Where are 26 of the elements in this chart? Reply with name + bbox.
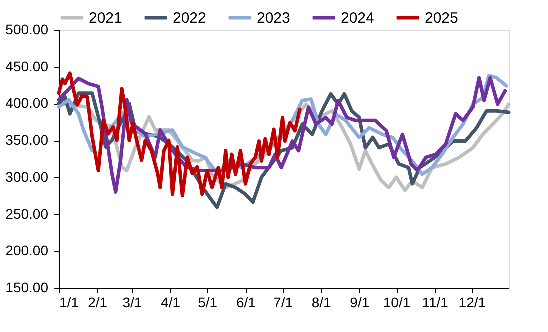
x-tick-label: 8/1 — [312, 294, 332, 310]
legend-label: 2023 — [257, 10, 290, 27]
x-tick-label: 9/1 — [350, 294, 370, 310]
y-tick-label: 450.00 — [6, 58, 49, 74]
y-tick-label: 500.00 — [6, 22, 49, 38]
line-series — [57, 72, 302, 198]
y-tick-label: 350.00 — [6, 132, 49, 148]
x-tick-label: 4/1 — [161, 294, 181, 310]
x-tick-label: 7/1 — [274, 294, 294, 310]
y-tick-label: 400.00 — [6, 95, 49, 112]
y-tick-label: 150.00 — [6, 280, 49, 296]
y-tick-label: 300.00 — [6, 168, 49, 185]
legend-label: 2025 — [425, 10, 458, 27]
x-tick-label: 11/1 — [422, 294, 449, 310]
legend-label: 2021 — [89, 10, 122, 27]
y-tick-label: 200.00 — [6, 242, 49, 259]
x-tick-label: 1/1 — [60, 294, 80, 310]
x-tick-label: 2/1 — [88, 294, 108, 310]
x-tick-label: 3/1 — [122, 294, 142, 310]
y-tick-label: 250.00 — [6, 206, 49, 222]
x-tick-label: 6/1 — [236, 294, 256, 310]
x-tick-label: 5/1 — [198, 294, 218, 310]
x-tick-label: 10/1 — [383, 294, 411, 310]
legend-label: 2024 — [341, 10, 374, 27]
x-tick-label: 12/1 — [458, 294, 486, 310]
legend-label: 2022 — [173, 10, 206, 27]
